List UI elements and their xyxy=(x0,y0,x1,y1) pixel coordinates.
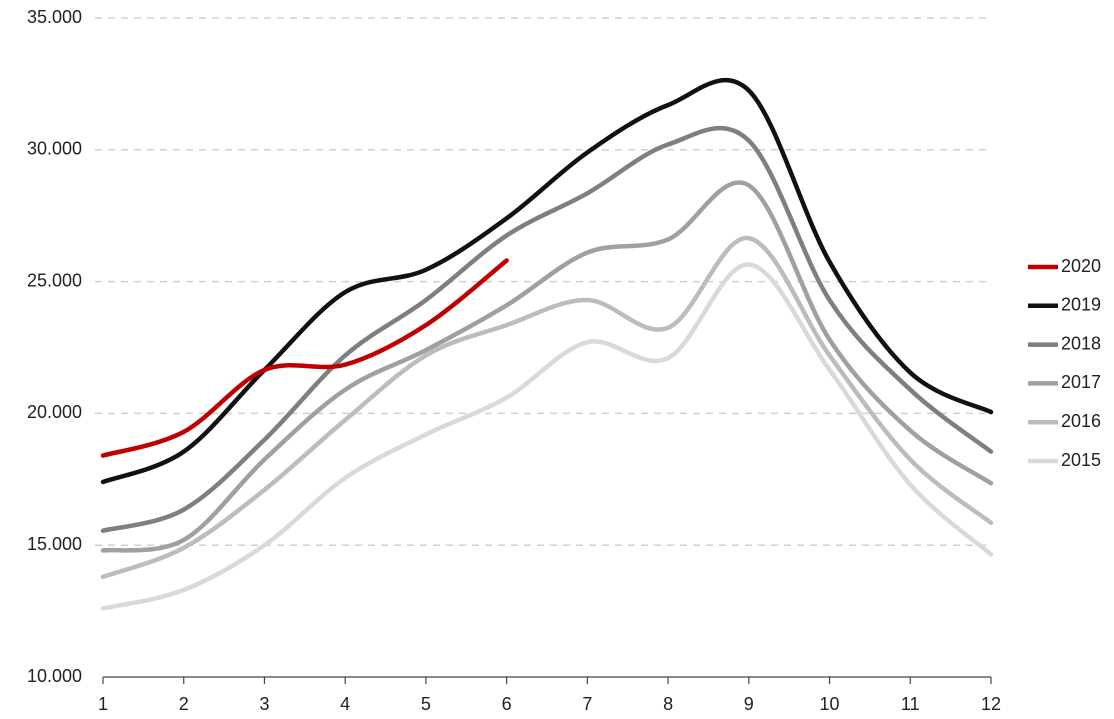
series-line xyxy=(100,258,509,458)
y-tick-label: 10.000 xyxy=(27,666,82,686)
legend-label: 2019 xyxy=(1061,295,1101,315)
series-line xyxy=(100,262,994,611)
legend-label: 2015 xyxy=(1061,450,1101,470)
x-tick-label: 9 xyxy=(744,694,754,714)
legend-label: 2016 xyxy=(1061,411,1101,431)
x-tick-label: 8 xyxy=(663,694,673,714)
y-tick-label: 25.000 xyxy=(27,270,82,290)
series-line xyxy=(100,125,994,533)
series-line xyxy=(100,180,994,553)
x-tick-label: 12 xyxy=(981,694,1001,714)
series-line xyxy=(100,77,994,485)
legend-label: 2020 xyxy=(1061,256,1101,276)
x-tick-label: 3 xyxy=(259,694,269,714)
x-tick-label: 5 xyxy=(421,694,431,714)
x-tick-label: 11 xyxy=(901,694,920,714)
x-tick-label: 6 xyxy=(502,694,512,714)
series-line xyxy=(100,235,994,580)
x-tick-label: 7 xyxy=(582,694,592,714)
legend-label: 2017 xyxy=(1061,372,1101,392)
x-tick-label: 10 xyxy=(820,694,840,714)
y-tick-label: 35.000 xyxy=(27,7,82,27)
x-tick-label: 1 xyxy=(98,694,108,714)
y-tick-label: 15.000 xyxy=(27,534,82,554)
x-tick-label: 2 xyxy=(179,694,189,714)
y-tick-label: 20.000 xyxy=(27,402,82,422)
y-tick-label: 30.000 xyxy=(27,139,82,159)
legend-label: 2018 xyxy=(1061,333,1101,353)
x-tick-label: 4 xyxy=(340,694,350,714)
